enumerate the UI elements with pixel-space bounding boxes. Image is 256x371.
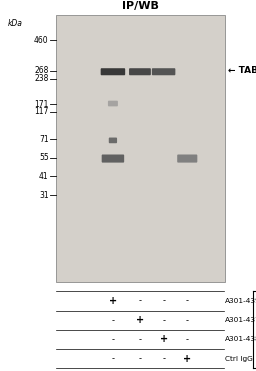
Text: 55: 55 xyxy=(39,153,49,162)
FancyBboxPatch shape xyxy=(129,68,151,75)
Text: -: - xyxy=(162,354,165,363)
FancyBboxPatch shape xyxy=(177,154,197,162)
Text: IP/WB: IP/WB xyxy=(122,1,159,11)
Text: +: + xyxy=(136,315,144,325)
Text: -: - xyxy=(186,296,189,305)
Text: +: + xyxy=(109,296,117,306)
Text: A301-439A: A301-439A xyxy=(225,298,256,304)
FancyBboxPatch shape xyxy=(101,68,125,75)
Text: +: + xyxy=(159,335,168,344)
Text: -: - xyxy=(111,316,114,325)
Text: 117: 117 xyxy=(34,107,49,116)
Text: -: - xyxy=(162,316,165,325)
Text: 238: 238 xyxy=(34,75,49,83)
Text: 31: 31 xyxy=(39,191,49,200)
Bar xyxy=(56,15,225,282)
FancyBboxPatch shape xyxy=(109,138,117,143)
Text: -: - xyxy=(111,354,114,363)
Text: -: - xyxy=(138,354,142,363)
Text: 41: 41 xyxy=(39,172,49,181)
Text: -: - xyxy=(111,335,114,344)
FancyBboxPatch shape xyxy=(108,101,118,106)
Text: -: - xyxy=(186,316,189,325)
Text: 268: 268 xyxy=(34,66,49,75)
Text: kDa: kDa xyxy=(8,19,23,27)
Text: +: + xyxy=(183,354,191,364)
Text: 171: 171 xyxy=(34,100,49,109)
Text: 460: 460 xyxy=(34,36,49,45)
Text: -: - xyxy=(186,335,189,344)
Text: A301-438A: A301-438A xyxy=(225,336,256,342)
Text: 71: 71 xyxy=(39,135,49,144)
Text: ← TAB182: ← TAB182 xyxy=(228,66,256,75)
FancyBboxPatch shape xyxy=(152,68,175,75)
Text: -: - xyxy=(138,335,142,344)
FancyBboxPatch shape xyxy=(102,154,124,162)
Text: A301-437A: A301-437A xyxy=(225,317,256,323)
Text: Ctrl IgG: Ctrl IgG xyxy=(225,356,253,362)
Text: -: - xyxy=(138,296,142,305)
Text: -: - xyxy=(162,296,165,305)
